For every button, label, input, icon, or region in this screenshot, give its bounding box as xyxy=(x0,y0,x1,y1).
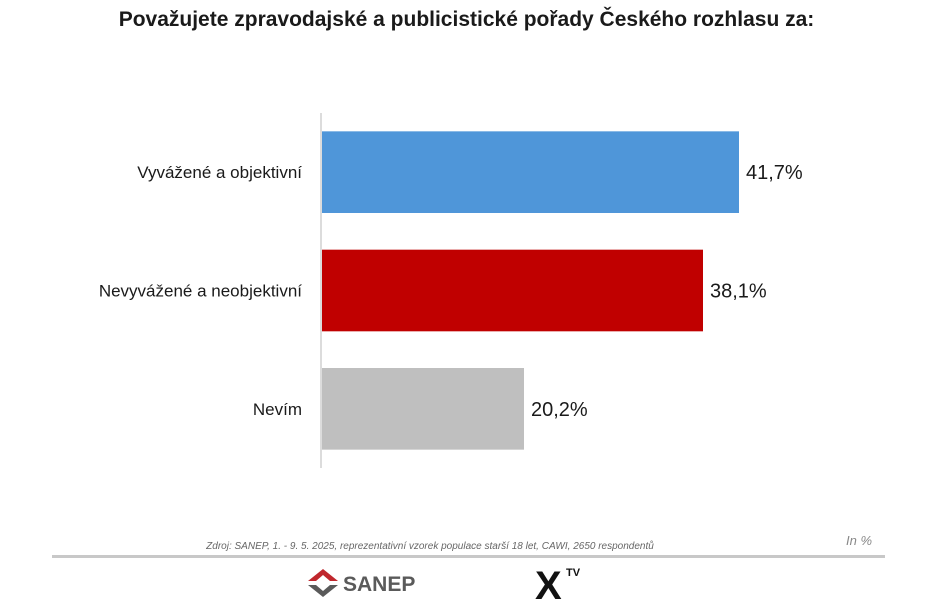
sanep-emblem-icon xyxy=(308,569,338,597)
category-label-2: Nevyvážené a neobjektivní xyxy=(99,282,302,301)
value-label-2: 38,1% xyxy=(710,281,767,303)
xtv-logo-mark: X xyxy=(535,564,562,603)
unit-note: In % xyxy=(846,533,873,548)
bar-2 xyxy=(322,249,703,332)
category-label-3: Nevím xyxy=(253,400,302,419)
value-label-3: 20,2% xyxy=(531,399,588,421)
source-note: Zdroj: SANEP, 1. - 9. 5. 2025, reprezent… xyxy=(206,541,654,552)
bar-1 xyxy=(322,131,739,213)
sanep-logo-text: SANEP xyxy=(343,573,415,596)
value-label-1: 41,7% xyxy=(746,162,803,184)
xtv-logo-sup: TV xyxy=(566,567,581,579)
footer-divider xyxy=(52,555,885,558)
bar-3 xyxy=(322,368,524,450)
chart-title: Považujete zpravodajské a publicistické … xyxy=(118,8,815,31)
category-label-1: Vyvážené a objektivní xyxy=(137,163,302,182)
sanep-logo: SANEP xyxy=(308,569,415,597)
xtv-logo: X TV xyxy=(535,564,581,603)
